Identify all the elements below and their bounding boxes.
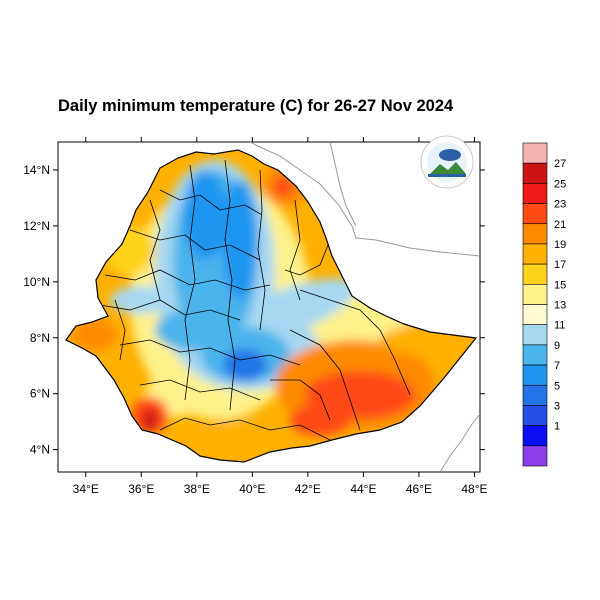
colorbar-segment xyxy=(522,384,548,406)
colorbar-label: 17 xyxy=(554,259,566,271)
colorbar-segment xyxy=(522,405,548,426)
colorbar-segment xyxy=(522,445,548,467)
colorbar-label: 7 xyxy=(554,360,560,372)
colorbar-segment xyxy=(522,284,548,305)
x-tick-label: 36°E xyxy=(128,482,154,496)
colorbar-label: 11 xyxy=(554,320,565,332)
ethiopia-border xyxy=(65,149,478,463)
y-tick-label: 14°N xyxy=(23,163,50,177)
colorbar-label: 27 xyxy=(554,158,566,170)
admin-boundaries xyxy=(99,159,411,441)
x-tick-label: 34°E xyxy=(73,482,99,496)
colorbar-label: 25 xyxy=(554,178,566,190)
colorbar-segment xyxy=(522,344,548,366)
x-tick-label: 44°E xyxy=(350,482,376,496)
colorbar-segment xyxy=(522,183,548,204)
y-tick-label: 10°N xyxy=(23,275,50,289)
colorbar-label: 3 xyxy=(554,400,560,412)
colorbar-segment xyxy=(522,304,548,325)
y-tick-label: 6°N xyxy=(30,387,50,401)
x-tick-label: 42°E xyxy=(295,482,321,496)
neighbor-coastlines xyxy=(249,141,481,473)
y-tick-label: 12°N xyxy=(23,219,50,233)
colorbar-segment xyxy=(522,243,548,265)
colorbar-label: 15 xyxy=(554,279,566,291)
colorbar-label: 9 xyxy=(554,340,560,352)
colorbar-segment xyxy=(522,142,548,164)
y-axis: 4°N 6°N 8°N 10°N 12°N 14°N xyxy=(23,163,485,457)
colorbar-segment xyxy=(522,203,548,225)
x-tick-label: 38°E xyxy=(184,482,210,496)
y-tick-label: 4°N xyxy=(30,443,50,457)
x-axis: 34°E 36°E 38°E 40°E 42°E 44°E 46°E 48°E xyxy=(73,137,488,496)
colorbar-label: 5 xyxy=(554,380,560,392)
colorbar-label: 21 xyxy=(554,219,566,231)
colorbar-segment xyxy=(522,263,548,285)
colorbar-label: 19 xyxy=(554,239,566,251)
colorbar-segment xyxy=(522,162,548,184)
colorbar-segment xyxy=(522,223,548,245)
colorbar-segment xyxy=(522,425,548,447)
ethiopian-meteorology-institute-logo xyxy=(420,135,474,189)
x-tick-label: 40°E xyxy=(239,482,265,496)
colorbar-segment xyxy=(522,364,548,386)
colorbar: 27 25 23 21 19 17 15 13 11 9 7 5 3 1 xyxy=(522,142,566,467)
y-tick-label: 8°N xyxy=(30,331,50,345)
map-title: Daily minimum temperature (C) for 26-27 … xyxy=(58,97,454,115)
x-tick-label: 48°E xyxy=(461,482,487,496)
x-tick-label: 46°E xyxy=(406,482,432,496)
colorbar-label: 1 xyxy=(554,421,560,433)
colorbar-label: 23 xyxy=(554,199,566,211)
colorbar-segment xyxy=(522,324,548,346)
colorbar-label: 13 xyxy=(554,300,566,312)
